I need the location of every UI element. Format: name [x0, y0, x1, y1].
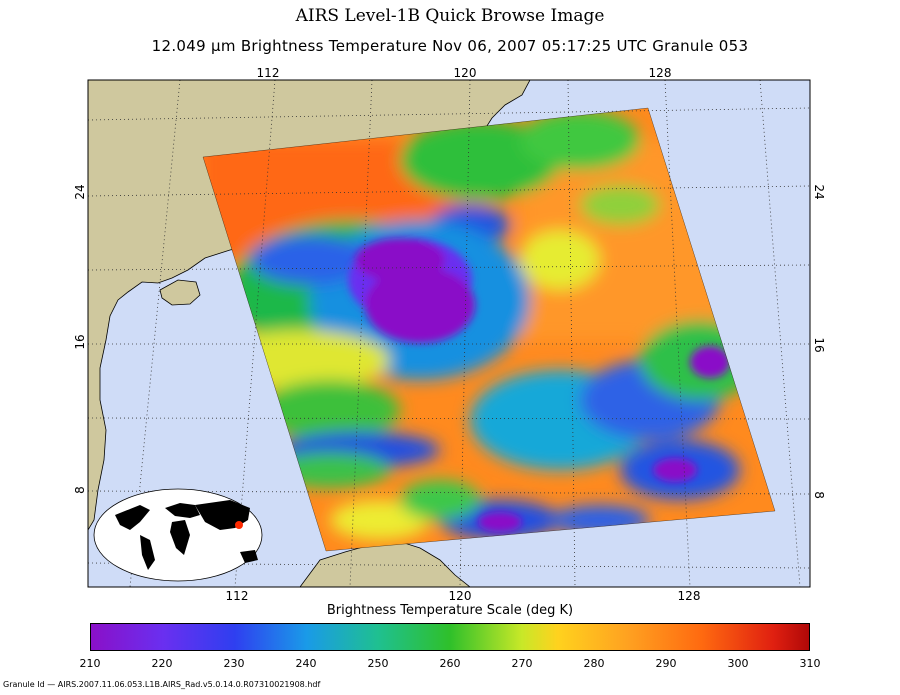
scale-tick-label: 310	[799, 657, 821, 670]
left-latitude-labels: 24 16 8	[73, 184, 87, 493]
scale-tick-label: 290	[655, 657, 677, 670]
right-lat-label: 16	[812, 337, 826, 352]
bottom-longitude-labels: 112 120 128	[226, 589, 701, 603]
top-lon-label: 120	[454, 66, 477, 80]
left-lat-label: 8	[73, 486, 87, 494]
color-scale-bar	[90, 623, 810, 651]
scale-tick-label: 250	[367, 657, 389, 670]
right-lat-label: 8	[812, 491, 826, 499]
left-lat-label: 16	[73, 334, 87, 349]
scale-tick-label: 300	[727, 657, 749, 670]
scale-title: Brightness Temperature Scale (deg K)	[326, 603, 574, 618]
scale-tick-label: 260	[439, 657, 461, 670]
bottom-lon-label: 128	[678, 589, 701, 603]
granule-location-marker	[235, 521, 243, 529]
world-locator-inset	[93, 488, 263, 582]
scale-tick-label: 240	[295, 657, 317, 670]
granule-id: Granule Id — AIRS.2007.11.06.053.L1B.AIR…	[3, 680, 321, 689]
scale-tick-label: 220	[151, 657, 173, 670]
page-title: AIRS Level-1B Quick Browse Image	[295, 6, 605, 26]
scale-tick-label: 230	[223, 657, 245, 670]
page-subtitle: 12.049 μm Brightness Temperature Nov 06,…	[151, 37, 749, 55]
top-lon-label: 128	[649, 66, 672, 80]
right-latitude-labels: 24 16 8	[812, 184, 826, 498]
bottom-lon-label: 112	[226, 589, 249, 603]
scale-tick-label: 210	[79, 657, 101, 670]
left-lat-label: 24	[73, 184, 87, 199]
hainan-island	[159, 279, 201, 306]
borneo-land	[299, 539, 471, 587]
top-lon-label: 112	[257, 66, 280, 80]
scale-tick-label: 280	[583, 657, 605, 670]
top-longitude-labels: 112 120 128	[257, 66, 672, 80]
right-lat-label: 24	[812, 184, 826, 199]
scale-tick-label: 270	[511, 657, 533, 670]
bottom-lon-label: 120	[449, 589, 472, 603]
